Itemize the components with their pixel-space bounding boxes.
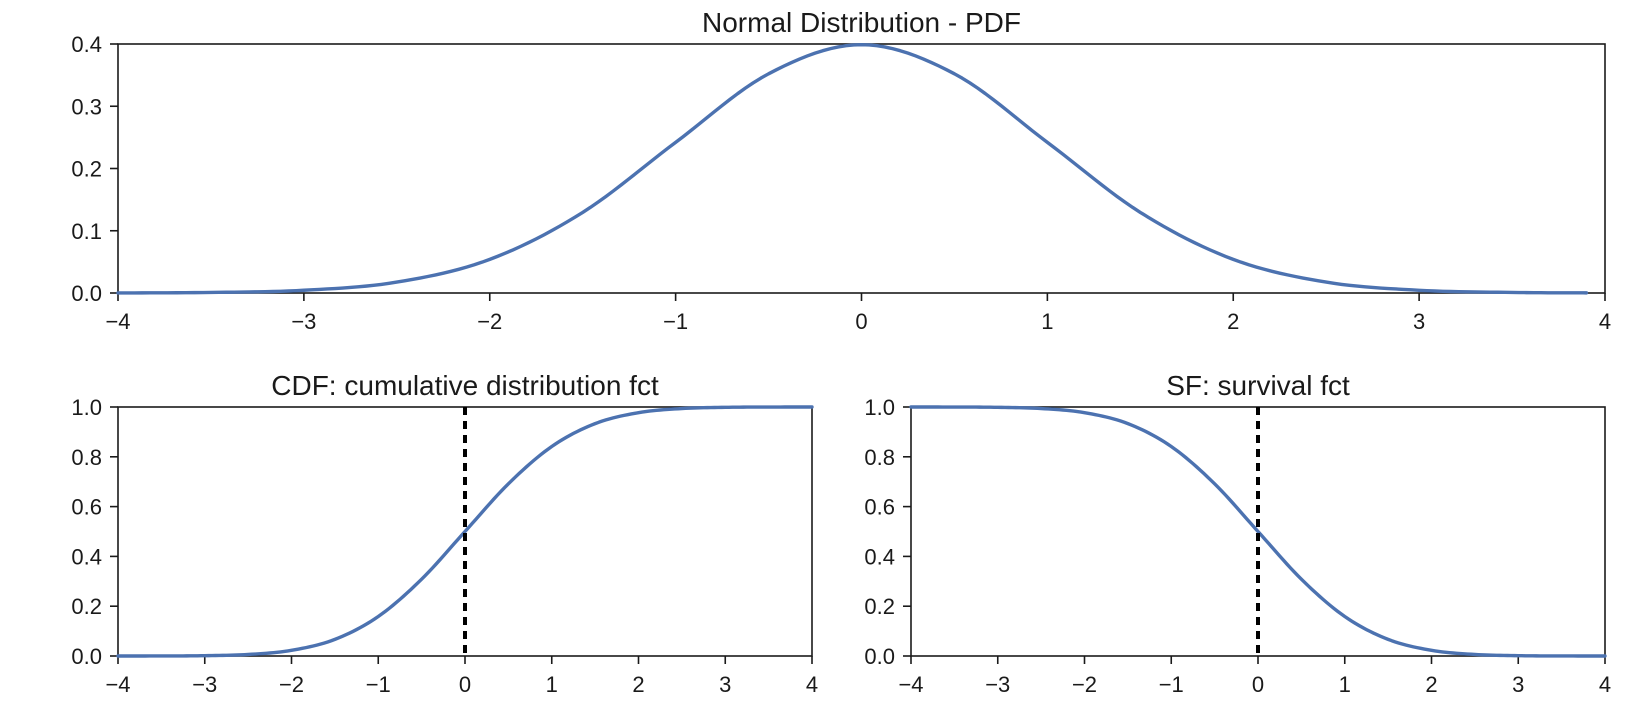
cdf-x-tick-label: 3 [719,672,731,697]
sf-curve [909,405,1607,658]
sf-x-tick-label: −1 [1159,672,1184,697]
cdf-x-tick-label: −4 [105,672,130,697]
cdf-x-tick-label: 0 [459,672,471,697]
pdf-y-tick-label: 0.3 [71,94,102,119]
sf-y-tick-label: 0.4 [864,544,895,569]
cdf-x-tick-label: −3 [192,672,217,697]
cdf-y-tick-label: 1.0 [71,395,102,420]
pdf-x-tick-label: 0 [855,309,867,334]
pdf-axes-frame [117,43,1606,294]
sf-x-tick-label: 1 [1339,672,1351,697]
cdf-x-tick-label: −2 [279,672,304,697]
pdf-y-tick-label: 0.2 [71,157,102,182]
pdf-y-tick-label: 0.0 [71,281,102,306]
pdf-x-tick-label: −3 [291,309,316,334]
cdf-y-tick-label: 0.4 [71,544,102,569]
sf-y-tick-label: 0.8 [864,445,895,470]
pdf-x-tick-label: 1 [1041,309,1053,334]
pdf-panel: Normal Distribution - PDF −4 −3 −2 −1 0 1 2 3 4 0.… [71,7,1611,334]
sf-x-tick-label: −3 [985,672,1010,697]
pdf-curve [116,42,1589,295]
sf-x-tick-label: 4 [1599,672,1611,697]
sf-x-tick-label: 3 [1512,672,1524,697]
cdf-y-tick-label: 0.6 [71,495,102,520]
pdf-x-tick-label: −4 [105,309,130,334]
sf-y-tick-label: 0.2 [864,594,895,619]
pdf-x-tick-label: −2 [477,309,502,334]
cdf-x-tick-label: −1 [366,672,391,697]
cdf-x-tick-label: 2 [632,672,644,697]
cdf-y-tick-label: 0.8 [71,445,102,470]
sf-panel: SF: survival fct −4 −3 −2 −1 0 1 2 3 4 0.0 0.2 0.4 0.… [864,370,1611,697]
sf-title: SF: survival fct [1166,370,1350,401]
sf-x-tick-label: 2 [1425,672,1437,697]
sf-x-tick-label: −2 [1072,672,1097,697]
sf-y-tick-label: 1.0 [864,395,895,420]
cdf-x-tick-label: 1 [546,672,558,697]
cdf-curve [116,405,814,658]
sf-x-tick-label: 0 [1252,672,1264,697]
pdf-y-tick-label: 0.4 [71,32,102,57]
cdf-y-tick-label: 0.0 [71,644,102,669]
cdf-x-tick-label: 4 [806,672,818,697]
sf-x-tick-label: −4 [898,672,923,697]
pdf-x-tick-label: 3 [1413,309,1425,334]
cdf-y-tick-label: 0.2 [71,594,102,619]
pdf-x-tick-label: −1 [663,309,688,334]
pdf-title: Normal Distribution - PDF [702,7,1021,38]
pdf-x-tick-label: 4 [1599,309,1611,334]
sf-y-tick-label: 0.6 [864,495,895,520]
pdf-y-tick-label: 0.1 [71,219,102,244]
cdf-title: CDF: cumulative distribution fct [271,370,659,401]
sf-y-tick-label: 0.0 [864,644,895,669]
cdf-panel: CDF: cumulative distribution fct −4 −3 −2 −1… [71,370,818,697]
pdf-x-tick-label: 2 [1227,309,1239,334]
